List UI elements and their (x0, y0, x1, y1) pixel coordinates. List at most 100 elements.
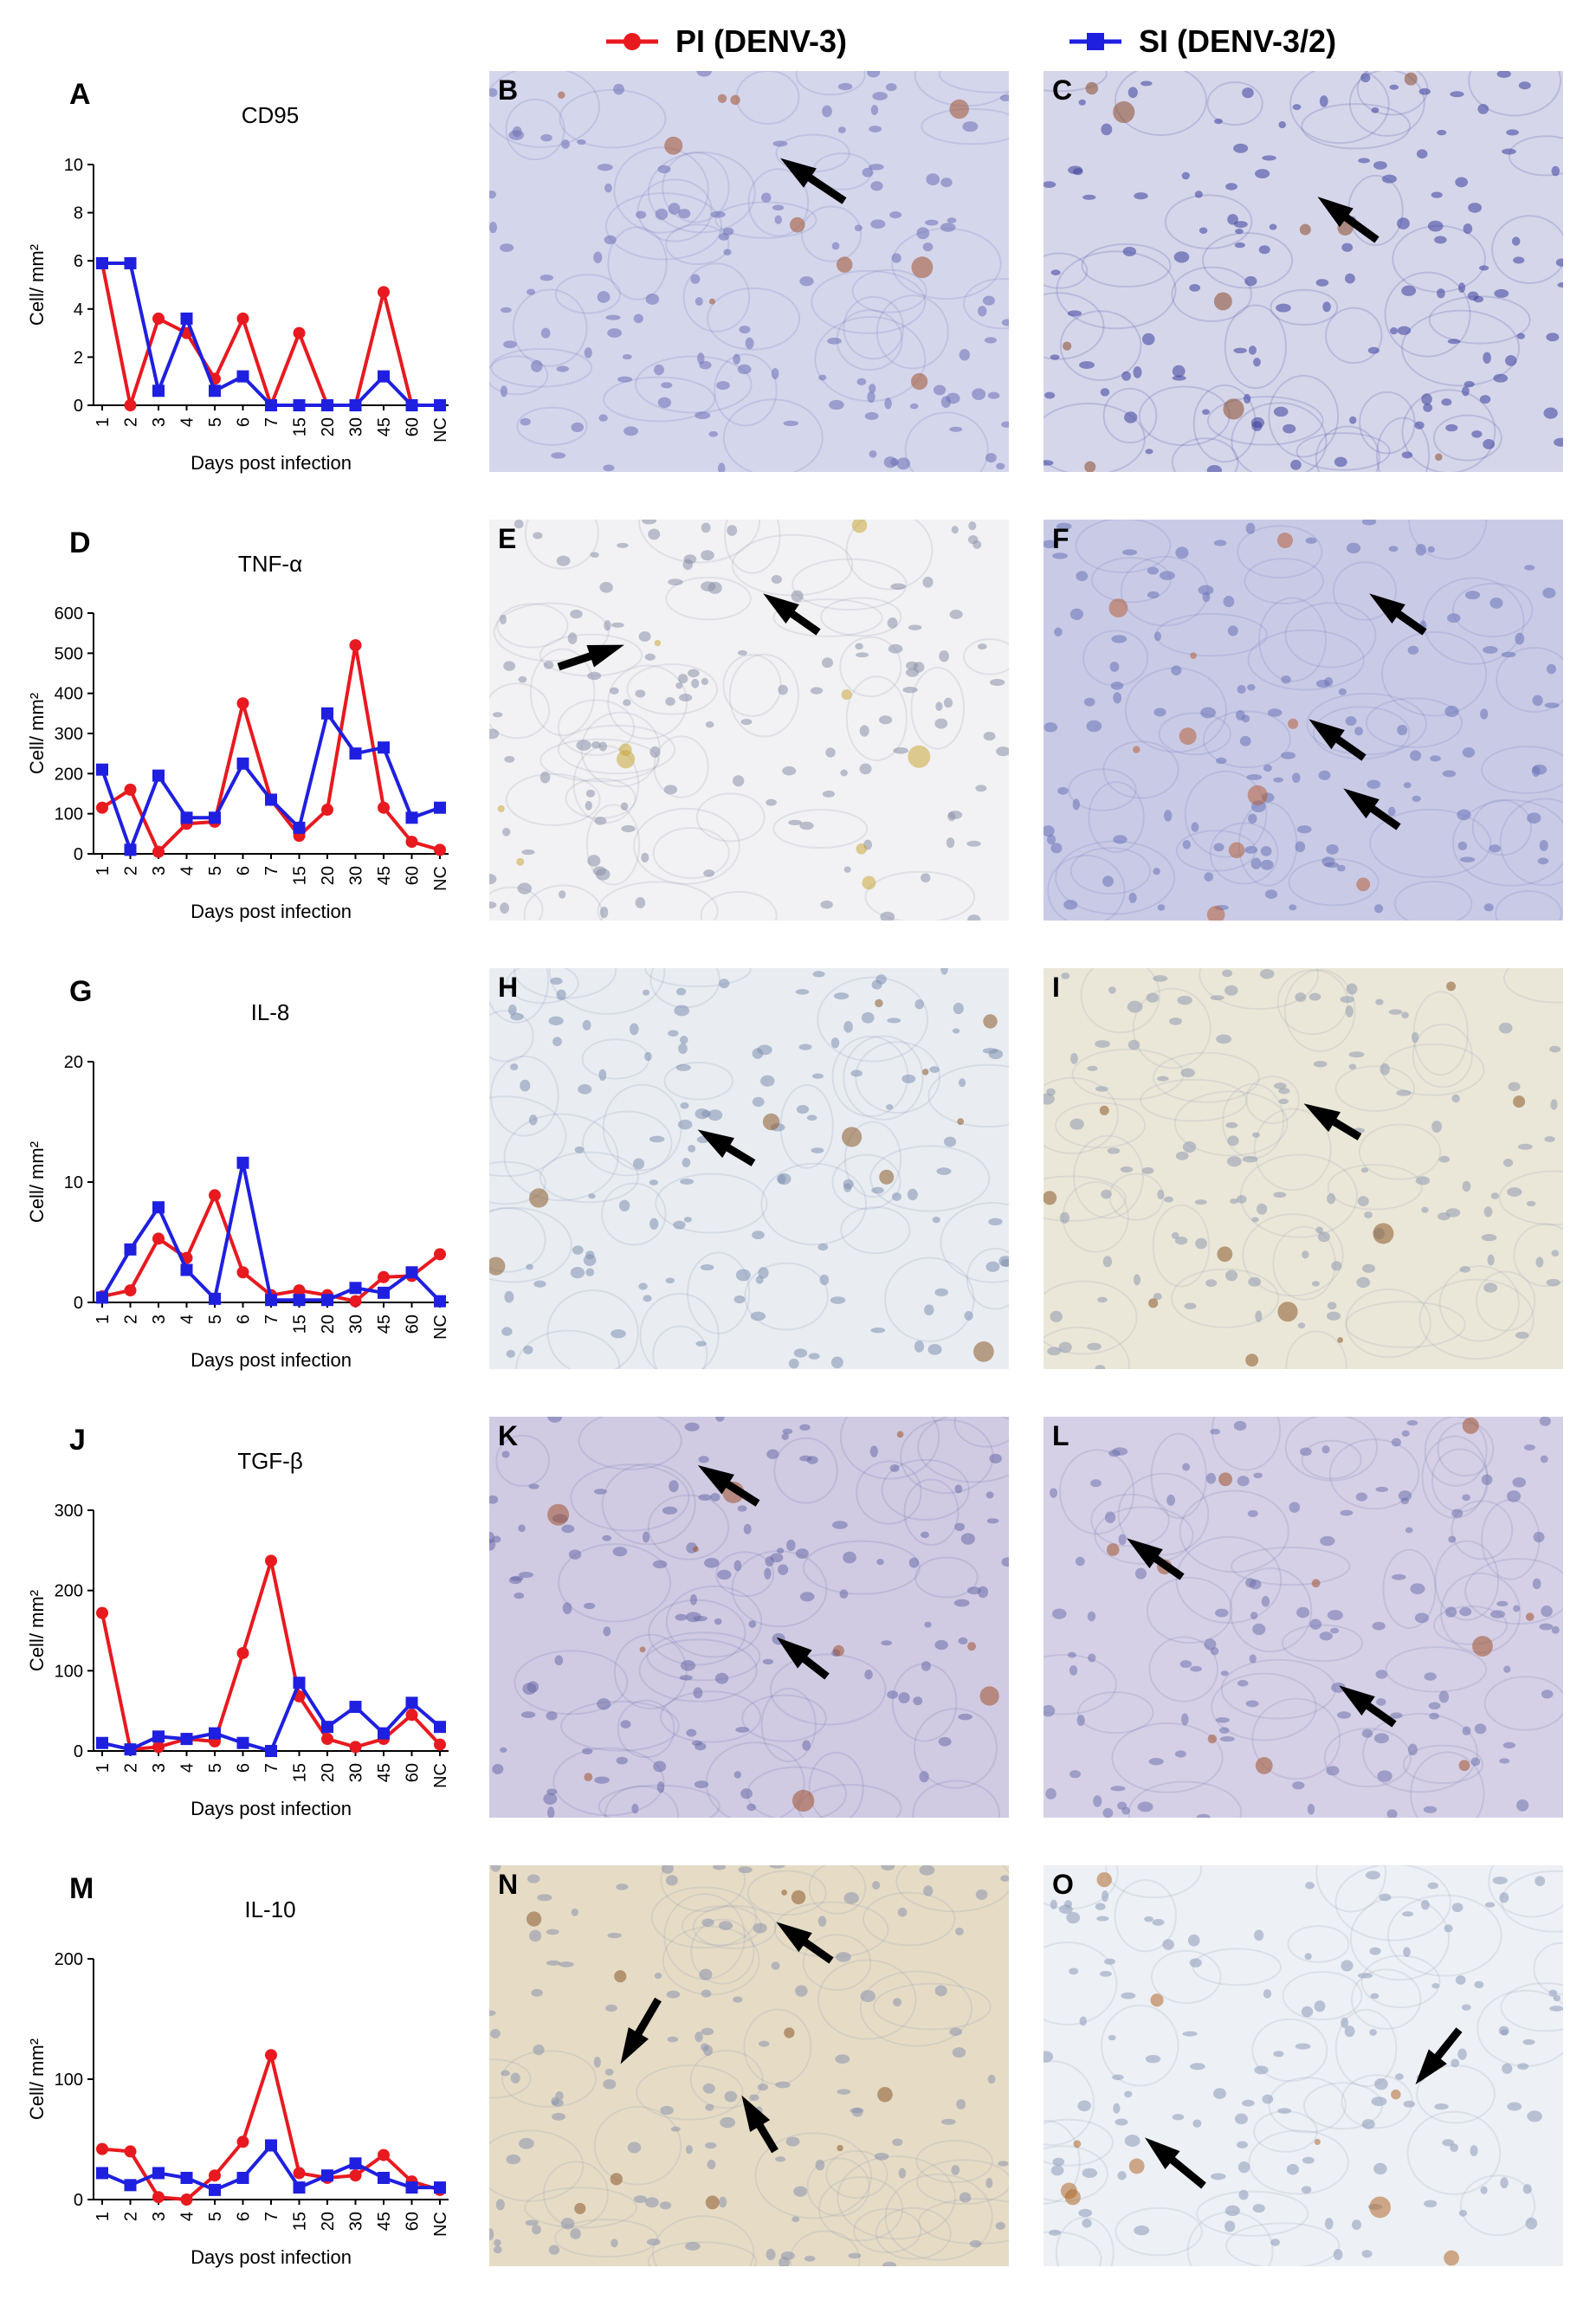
nucleus (938, 1736, 952, 1747)
nucleus (758, 1267, 769, 1279)
stain-spot (1299, 223, 1311, 236)
nucleus (514, 520, 524, 529)
nucleus (708, 1109, 723, 1121)
nucleus (793, 1348, 808, 1358)
nucleus (1175, 1151, 1189, 1160)
nucleus (1204, 1638, 1217, 1651)
nucleus (1489, 844, 1501, 853)
stain-spot (639, 1646, 646, 1653)
cell-outline (489, 968, 550, 1024)
nucleus (1403, 2100, 1416, 2108)
nucleus (1079, 360, 1095, 370)
nucleus (1500, 2177, 1509, 2189)
nucleus (697, 352, 705, 365)
nucleus (737, 1505, 747, 1512)
stain-spot (1223, 398, 1244, 420)
nucleus (598, 741, 608, 752)
nucleus (1079, 2016, 1087, 2026)
nucleus (1044, 1704, 1056, 1717)
y-axis-label: Cell/ mm² (26, 244, 48, 326)
data-point-pi (236, 697, 249, 710)
nucleus (867, 391, 876, 404)
cell-outline (864, 870, 976, 921)
data-point-si (434, 2181, 446, 2194)
cell-outline (647, 1494, 730, 1560)
nucleus (724, 2090, 738, 2103)
cell-outline (1285, 1330, 1347, 1369)
nucleus (648, 528, 661, 540)
nucleus (529, 1929, 542, 1942)
arrow-head (697, 1129, 734, 1159)
nucleus (908, 1557, 920, 1568)
nucleus (665, 697, 675, 707)
nucleus (1187, 1934, 1200, 1947)
data-point-si (349, 1701, 362, 1714)
nucleus (1361, 1728, 1373, 1738)
nucleus (1113, 835, 1128, 844)
data-point-si (180, 1263, 193, 1276)
nucleus (1464, 381, 1475, 388)
tissue-background (1044, 1865, 1563, 2266)
cell-outline (1451, 1500, 1514, 1560)
x-tick-label: 60 (404, 2212, 423, 2231)
data-point-si (124, 1743, 137, 1756)
nucleus (570, 2228, 581, 2239)
nucleus (925, 219, 939, 226)
cell-outline (1044, 403, 1146, 472)
cell-outline (489, 71, 600, 148)
nucleus (934, 1985, 947, 1997)
nucleus (1270, 2239, 1281, 2246)
stain-spot (614, 1970, 627, 1983)
nucleus (748, 1620, 757, 1628)
nucleus (1044, 460, 1054, 466)
nucleus (1458, 2209, 1468, 2217)
data-point-si (293, 1294, 306, 1307)
nucleus (1516, 1799, 1529, 1812)
series-line-si (100, 1162, 442, 1303)
data-point-pi (236, 1266, 249, 1279)
cell-outline (801, 205, 863, 262)
nucleus (1373, 2162, 1387, 2175)
nucleus (1388, 1009, 1403, 1015)
nucleus (689, 1593, 698, 1606)
nucleus (1087, 1611, 1096, 1622)
nucleus (1069, 1770, 1082, 1779)
nucleus (1101, 1189, 1112, 1199)
nucleus (1297, 1322, 1306, 1329)
nucleus (1189, 2063, 1205, 2071)
cell-outline (1196, 2190, 1309, 2237)
x-tick-label: 60 (404, 1763, 423, 1782)
nucleus (871, 979, 882, 990)
nucleus (783, 420, 799, 427)
nucleus (843, 1551, 856, 1564)
nucleus (700, 1264, 714, 1271)
nucleus (1305, 537, 1317, 545)
nucleus (1224, 2220, 1236, 2232)
nucleus (698, 1494, 712, 1502)
x-tick-label: 6 (235, 2212, 254, 2221)
nucleus (1235, 710, 1245, 720)
cell-outline (512, 288, 588, 367)
x-tick-label: 15 (291, 866, 310, 885)
cell-outline (603, 376, 716, 423)
nucleus (1313, 1061, 1328, 1068)
data-point-pi (434, 1248, 446, 1261)
stain-spot (610, 2173, 623, 2186)
arrow-head (1317, 197, 1354, 228)
cell-outline (1268, 2077, 1347, 2134)
nucleus (1069, 1967, 1079, 1975)
x-tick-label: 7 (262, 866, 281, 875)
nucleus (1318, 770, 1331, 780)
legend-label-pi: PI (DENV-3) (675, 23, 847, 59)
tissue-image (1044, 520, 1563, 921)
nucleus (1389, 84, 1399, 90)
stain-spot (1084, 461, 1096, 472)
stain-spot (1247, 785, 1268, 805)
nucleus (1273, 1192, 1287, 1198)
cell-outline (1334, 2008, 1398, 2088)
nucleus (1141, 1166, 1154, 1174)
nucleus (821, 657, 834, 669)
nucleus (1315, 279, 1329, 287)
nucleus (1216, 1034, 1232, 1044)
nucleus (685, 2144, 693, 2155)
